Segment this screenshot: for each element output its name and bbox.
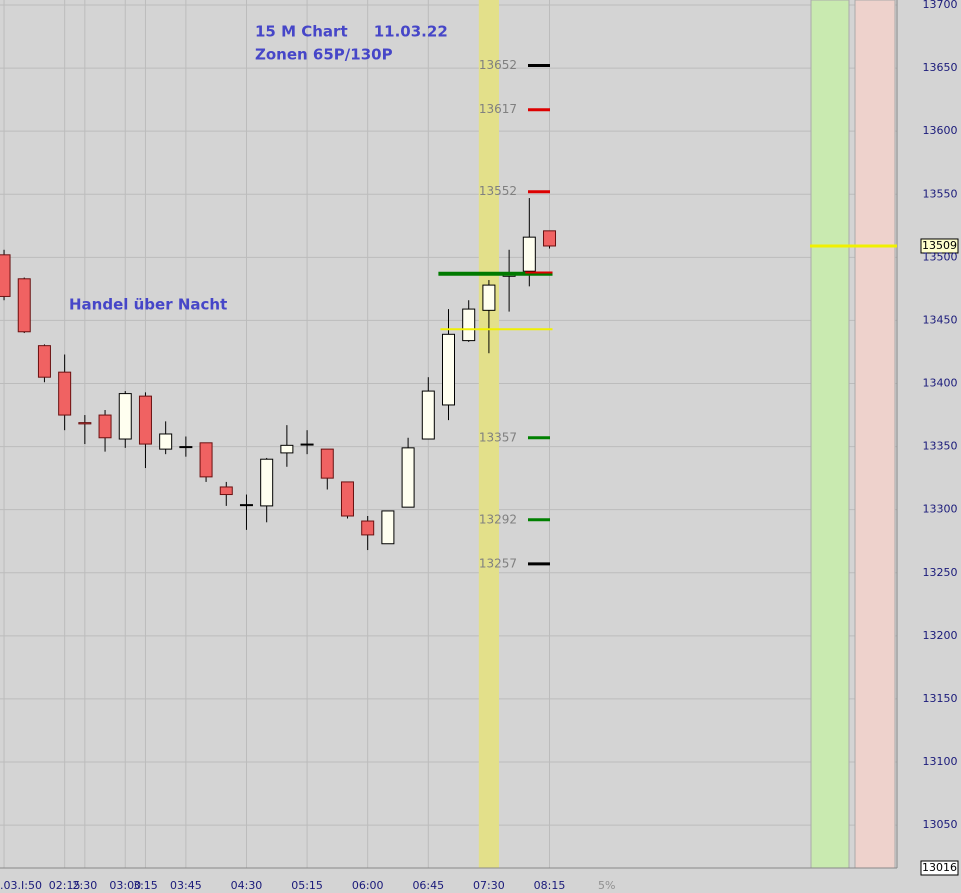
- level-label: 13257: [479, 556, 517, 570]
- x-note: 5%: [598, 879, 615, 892]
- candle-body: [98, 414, 112, 439]
- x-tick-label: 02:15: [49, 879, 81, 892]
- candle-body: [421, 390, 435, 440]
- y-tick-label: 13200: [923, 629, 958, 642]
- y-tick-label: 13150: [923, 692, 958, 705]
- zone-green: [810, 0, 850, 869]
- x-tick-label: 03:00: [109, 879, 141, 892]
- level-label: 13552: [479, 184, 517, 198]
- price-box: [920, 238, 959, 254]
- level-label: 13357: [479, 430, 517, 444]
- level-label: 13292: [479, 512, 517, 526]
- y-tick-label: 13600: [923, 124, 958, 137]
- highlight-band: [478, 0, 500, 868]
- y-tick-label: 13550: [923, 187, 958, 200]
- y-tick-label: 13400: [923, 377, 958, 390]
- x-tick-label: 04:30: [231, 879, 263, 892]
- candle-body: [138, 395, 152, 445]
- y-tick-label: 13250: [923, 566, 958, 579]
- candle-body: [159, 433, 173, 450]
- candle-body: [442, 333, 455, 406]
- x-tick-label: .03.I:50: [0, 879, 42, 892]
- candle-body: [260, 458, 274, 507]
- x-tick-label: 05:15: [291, 879, 323, 892]
- min-box: [920, 860, 959, 876]
- y-min-label: 13016: [922, 861, 957, 874]
- candle-body: [239, 504, 253, 507]
- candle-body: [78, 422, 92, 425]
- chart-title: 15 M Chart 11.03.22: [255, 23, 448, 41]
- candle-body: [320, 448, 334, 479]
- candle-body: [199, 442, 213, 478]
- candle-body: [300, 443, 314, 446]
- candle-body: [462, 308, 476, 342]
- y-tick-label: 13100: [923, 755, 958, 768]
- candle-body: [280, 444, 294, 454]
- annotation: Handel über Nacht: [69, 296, 227, 314]
- candle-body: [381, 510, 395, 545]
- candle-body: [0, 254, 11, 297]
- x-tick-label: 06:45: [412, 879, 444, 892]
- chart-subtitle: Zonen 65P/130P: [255, 46, 393, 64]
- candle-body: [37, 345, 51, 378]
- y-tick-label: 13500: [923, 250, 958, 263]
- candle-body: [219, 486, 233, 496]
- candle-body: [179, 446, 193, 449]
- y-tick-label: 13300: [923, 503, 958, 516]
- x-tick-label: 03:45: [170, 879, 202, 892]
- x-tick-label: 06:00: [352, 879, 384, 892]
- candle-body: [58, 371, 72, 416]
- y-tick-label: 13700: [923, 0, 958, 11]
- candle-body: [17, 278, 31, 333]
- y-tick-label: 13050: [923, 818, 958, 831]
- candle-body: [118, 393, 132, 440]
- candle-body: [401, 447, 415, 508]
- candle-body: [340, 481, 354, 517]
- price-label: 13509: [922, 239, 957, 252]
- candle-body: [522, 236, 536, 272]
- x-tick-label: 2:30: [72, 879, 97, 892]
- y-tick-label: 13650: [923, 61, 958, 74]
- candle-body: [361, 520, 375, 536]
- y-tick-label: 13450: [923, 313, 958, 326]
- zone-red: [854, 0, 896, 869]
- y-tick-label: 13350: [923, 440, 958, 453]
- candle-body: [482, 284, 496, 311]
- level-label: 13617: [479, 102, 517, 116]
- level-label: 13652: [479, 58, 517, 72]
- x-tick-label: 08:15: [534, 879, 566, 892]
- x-tick-label: 3:15: [133, 879, 158, 892]
- x-tick-label: 07:30: [473, 879, 505, 892]
- candle-body: [543, 230, 557, 247]
